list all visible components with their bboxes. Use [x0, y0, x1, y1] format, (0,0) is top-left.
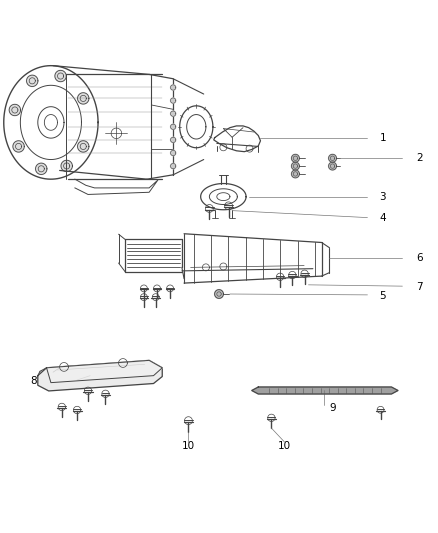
Polygon shape [55, 70, 66, 82]
Polygon shape [9, 104, 21, 116]
Polygon shape [215, 289, 223, 298]
Text: 8: 8 [30, 376, 37, 386]
Polygon shape [46, 360, 162, 383]
Polygon shape [291, 162, 299, 170]
Polygon shape [35, 163, 47, 174]
Polygon shape [170, 150, 176, 156]
Polygon shape [170, 164, 176, 169]
Polygon shape [27, 75, 38, 86]
Polygon shape [78, 93, 89, 104]
Polygon shape [170, 98, 176, 103]
Polygon shape [170, 124, 176, 130]
Text: 10: 10 [182, 440, 195, 450]
Polygon shape [78, 141, 89, 152]
Text: 6: 6 [417, 253, 423, 263]
Polygon shape [328, 154, 336, 162]
Polygon shape [13, 141, 24, 152]
Polygon shape [291, 170, 299, 178]
Text: 10: 10 [278, 440, 291, 450]
Polygon shape [170, 111, 176, 116]
Polygon shape [291, 154, 299, 162]
Polygon shape [38, 360, 162, 391]
Polygon shape [170, 85, 176, 90]
Text: 1: 1 [379, 133, 386, 143]
Text: 9: 9 [329, 403, 336, 413]
Text: 7: 7 [417, 282, 423, 292]
Polygon shape [170, 138, 176, 142]
Text: 4: 4 [379, 214, 386, 223]
Text: 3: 3 [379, 192, 386, 201]
Polygon shape [61, 160, 72, 172]
Polygon shape [252, 387, 398, 394]
Text: 2: 2 [417, 153, 423, 163]
Polygon shape [328, 162, 336, 170]
Text: 5: 5 [379, 291, 386, 301]
